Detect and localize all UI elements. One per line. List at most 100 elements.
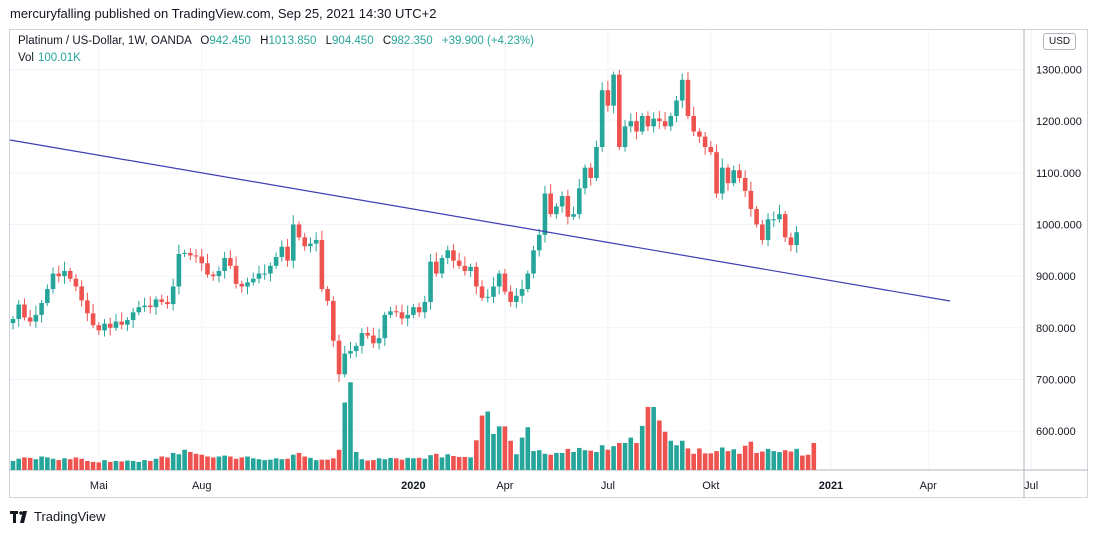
low-label: L [325,35,333,47]
candle-body [27,317,33,322]
volume-bar [554,452,559,470]
candle-body [188,252,193,256]
candle-body [153,299,159,308]
volume-bar [411,458,416,470]
volume-bar [691,453,696,470]
volume-label[interactable]: Vol [18,52,34,64]
change-value: +39.900 (+4.23%) [441,35,534,47]
volume-bar [79,458,84,470]
candle-body [96,325,102,331]
candle-body [136,307,142,313]
volume-bar [674,445,679,470]
volume-bar [371,460,376,470]
candle-body [313,239,319,244]
volume-bar [571,452,576,470]
volume-bar [800,455,805,470]
candle-body [159,299,165,302]
volume-bar [525,427,531,470]
volume-bar [90,461,96,470]
candle-body [50,273,56,290]
candle-body [462,265,468,271]
x-tick-label: Jul [1024,480,1038,492]
volume-bar [605,449,611,470]
volume-bar [45,457,50,470]
candle-body [239,283,245,287]
volume-bar [285,458,290,470]
open-value: 942.450 [209,35,251,47]
volume-bar [491,434,496,470]
candle-body [393,311,399,313]
volume-bar [536,450,542,470]
x-tick-label: Apr [920,480,937,492]
candle-body [731,170,737,184]
candle-body [102,323,107,331]
candle-body [571,214,576,217]
candle-body [130,312,136,321]
chart-frame[interactable] [9,29,1088,498]
volume-bar [188,452,193,470]
candle-body [582,167,588,189]
publisher-line: mercuryfalling published on TradingView.… [10,6,437,21]
volume-bar [708,453,714,470]
volume-bar [777,452,782,470]
volume-bar [205,456,210,470]
tradingview-footer[interactable]: TradingView [10,509,106,524]
volume-bar [147,461,153,470]
volume-bar [210,457,216,470]
candle-body [250,278,256,283]
candle-body [760,224,765,240]
volume-bar [388,457,393,470]
candle-body [45,289,50,304]
volume-bar [416,457,422,470]
candle-body [182,252,187,254]
candle-body [662,121,668,127]
candle-body [382,314,388,339]
x-tick-label: Jul [601,480,615,492]
candle-body [491,286,496,297]
candle-body [691,115,696,132]
y-tick-label: 800.000 [1036,323,1076,335]
symbol-label[interactable]: Platinum / US-Dollar, 1W, OANDA [18,35,192,47]
candle-body [245,282,250,287]
volume-bar [548,454,553,470]
candle-body [588,167,594,178]
candle-body [685,79,691,116]
candle-body [428,261,433,302]
volume-bar [27,457,33,470]
volume-bar [645,407,651,470]
y-tick-label: 1000.000 [1036,219,1082,231]
volume-bar [702,453,708,470]
candle-body [433,261,439,274]
volume-bar [559,452,565,470]
close-label: C [382,35,392,47]
volume-bar [228,456,233,470]
volume-bar [325,459,330,470]
volume-bar [519,437,525,470]
candle-body [708,146,714,153]
volume-bar [256,459,262,470]
volume-bar [479,415,485,470]
candle-body [365,332,370,336]
volume-bar [811,443,817,470]
candle-body [399,312,405,319]
candle-body [765,219,771,240]
candle-body [142,305,147,308]
volume-bar [222,455,227,470]
volume-bar [393,458,399,470]
candle-body [617,74,622,147]
trendline [9,139,951,302]
volume-bar [445,454,451,470]
candle-body [371,335,376,344]
currency-button[interactable]: USD [1043,33,1077,50]
footer-brand: TradingView [34,509,106,524]
volume-bar [170,452,176,470]
volume-bar [62,458,67,470]
y-tick-label: 1100.000 [1036,168,1081,180]
candle-body [782,214,788,238]
candle-body [565,196,571,217]
candle-body [353,345,359,352]
volume-bar [474,440,479,470]
volume-bar [714,451,719,470]
candle-body [125,320,130,325]
